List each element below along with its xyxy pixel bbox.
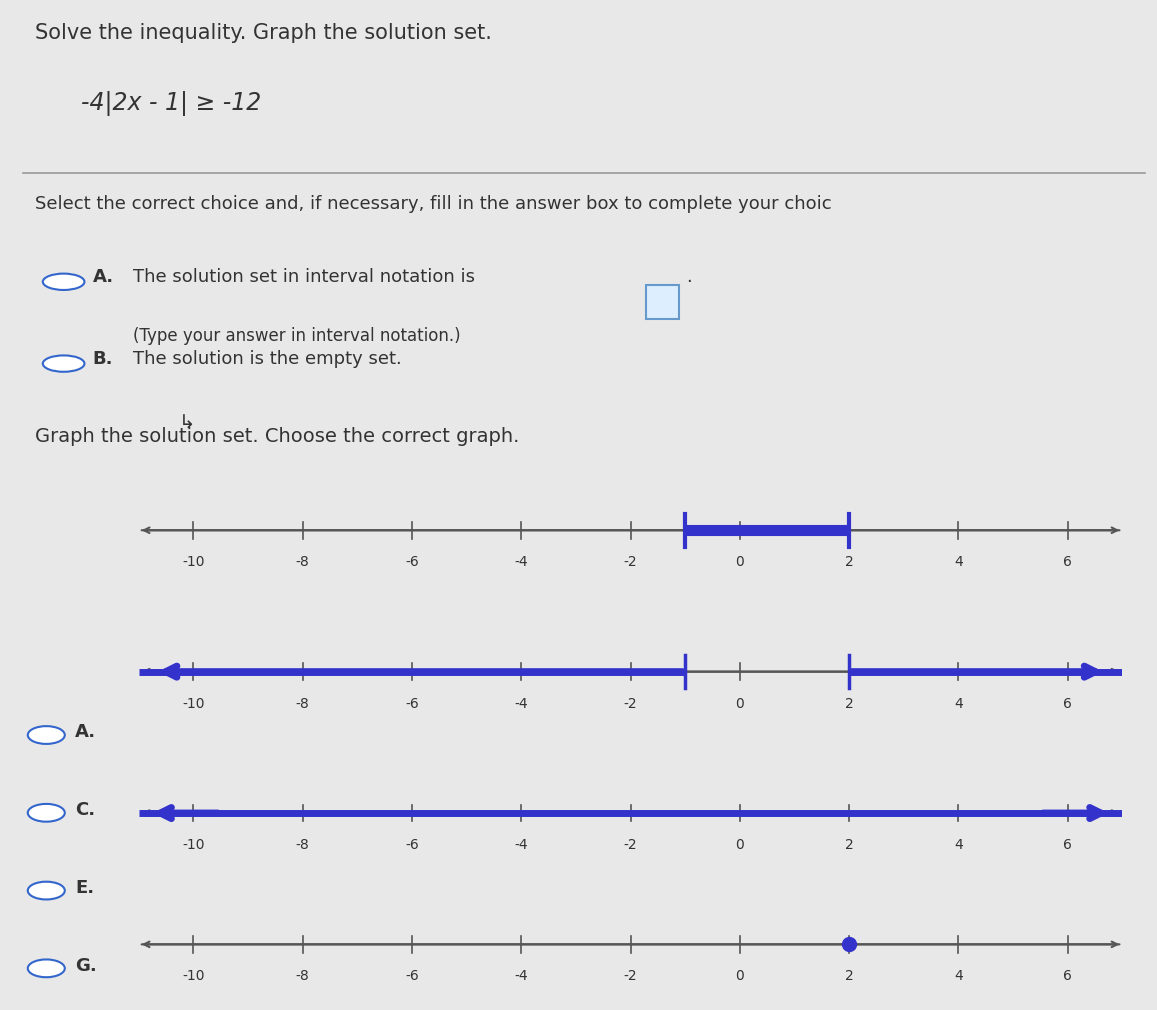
- Text: 2: 2: [845, 838, 854, 852]
- Text: -6: -6: [405, 838, 419, 852]
- Text: -10: -10: [182, 697, 205, 711]
- Text: .: .: [686, 268, 692, 286]
- Text: -4|2x - 1| ≥ -12: -4|2x - 1| ≥ -12: [81, 91, 261, 116]
- Text: -10: -10: [182, 970, 205, 984]
- Circle shape: [28, 960, 65, 978]
- Text: -2: -2: [624, 556, 638, 570]
- Circle shape: [43, 356, 84, 372]
- Text: 6: 6: [1063, 970, 1073, 984]
- Text: 4: 4: [955, 697, 963, 711]
- Text: -8: -8: [296, 838, 310, 852]
- Text: -10: -10: [182, 556, 205, 570]
- Text: -2: -2: [624, 838, 638, 852]
- Text: The solution is the empty set.: The solution is the empty set.: [133, 350, 401, 368]
- Circle shape: [28, 726, 65, 744]
- Text: -6: -6: [405, 697, 419, 711]
- Text: 4: 4: [955, 838, 963, 852]
- Text: The solution set in interval notation is: The solution set in interval notation is: [133, 268, 476, 286]
- Text: 4: 4: [955, 970, 963, 984]
- Text: -8: -8: [296, 970, 310, 984]
- Text: A.: A.: [75, 723, 96, 741]
- Text: 6: 6: [1063, 697, 1073, 711]
- Text: 2: 2: [845, 697, 854, 711]
- Text: B.: B.: [93, 350, 113, 368]
- Text: -4: -4: [515, 970, 528, 984]
- Text: A.: A.: [93, 268, 113, 286]
- Text: (Type your answer in interval notation.): (Type your answer in interval notation.): [133, 327, 460, 345]
- Text: 6: 6: [1063, 556, 1073, 570]
- Text: -8: -8: [296, 697, 310, 711]
- Text: -4: -4: [515, 838, 528, 852]
- Text: -4: -4: [515, 556, 528, 570]
- Text: E.: E.: [75, 879, 95, 897]
- Text: -6: -6: [405, 556, 419, 570]
- Text: 0: 0: [736, 838, 744, 852]
- Circle shape: [28, 882, 65, 900]
- Text: Solve the inequality. Graph the solution set.: Solve the inequality. Graph the solution…: [35, 22, 492, 42]
- Text: G.: G.: [75, 956, 97, 975]
- Text: Select the correct choice and, if necessary, fill in the answer box to complete : Select the correct choice and, if necess…: [35, 195, 832, 213]
- Text: Graph the solution set. Choose the correct graph.: Graph the solution set. Choose the corre…: [35, 427, 519, 446]
- Text: -6: -6: [405, 970, 419, 984]
- Text: -4: -4: [515, 697, 528, 711]
- Text: 6: 6: [1063, 838, 1073, 852]
- Text: C.: C.: [75, 801, 95, 819]
- Text: 4: 4: [955, 556, 963, 570]
- Text: 0: 0: [736, 697, 744, 711]
- Text: 2: 2: [845, 556, 854, 570]
- Text: -8: -8: [296, 556, 310, 570]
- Text: 2: 2: [845, 970, 854, 984]
- Circle shape: [43, 274, 84, 290]
- Text: 0: 0: [736, 556, 744, 570]
- FancyBboxPatch shape: [646, 286, 679, 319]
- Text: -2: -2: [624, 697, 638, 711]
- Text: 0: 0: [736, 970, 744, 984]
- Text: -2: -2: [624, 970, 638, 984]
- Circle shape: [28, 804, 65, 822]
- Text: ↳: ↳: [179, 414, 196, 432]
- Text: -10: -10: [182, 838, 205, 852]
